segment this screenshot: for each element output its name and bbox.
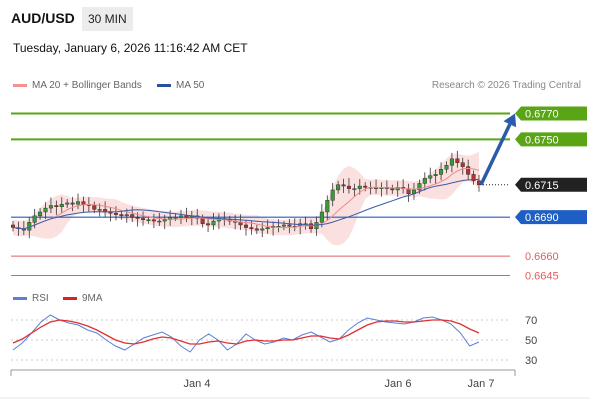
candle-body: [471, 174, 476, 182]
candle-body: [444, 165, 449, 170]
ma50-swatch: [157, 83, 171, 87]
candle-body: [211, 220, 216, 226]
rsi-line: [12, 314, 480, 353]
candle-body: [195, 215, 200, 219]
ma50-label: MA 50: [176, 80, 205, 91]
candle-body: [330, 189, 335, 201]
candle-body: [97, 209, 102, 211]
candle-body: [70, 202, 75, 205]
candle-body: [466, 166, 471, 175]
level-tag-3: [515, 210, 587, 225]
level-label-3: 0.6690: [525, 212, 559, 224]
candle-body: [265, 227, 270, 230]
rsi-swatch: [13, 296, 27, 300]
rsi-label: RSI: [32, 293, 49, 304]
candle-body: [184, 215, 189, 218]
candle-body: [119, 214, 124, 217]
9ma-label: 9MA: [82, 293, 103, 304]
candle-body: [281, 224, 286, 227]
candle-body: [92, 205, 97, 210]
ma20-swatch: [13, 83, 27, 87]
candle-body: [439, 168, 444, 175]
candle-body: [319, 211, 324, 223]
x-tick-label: Jan 4: [184, 378, 211, 390]
candle-body: [81, 201, 86, 205]
rsi-tick-50: 50: [525, 335, 537, 347]
candle-body: [363, 185, 368, 188]
x-tick-label: Jan 6: [385, 378, 412, 390]
timeframe-button[interactable]: 30 MIN: [82, 7, 133, 31]
legend-9ma: 9MA: [63, 293, 103, 304]
candle-body: [287, 224, 292, 227]
candle-body: [151, 219, 156, 222]
candle-body: [260, 228, 265, 231]
ma50-line: [12, 178, 480, 230]
candle-body: [449, 158, 454, 166]
candle-body: [390, 188, 395, 191]
9ma-swatch: [63, 296, 77, 300]
candle-body: [455, 158, 460, 163]
candle-body: [460, 162, 465, 167]
candle-body: [200, 218, 205, 224]
level-label-0: 0.6770: [525, 108, 559, 120]
level-tag-1: [515, 132, 587, 147]
candle-body: [243, 224, 248, 228]
rsi-tick-30: 30: [525, 355, 537, 367]
candle-body: [10, 224, 15, 228]
candle-body: [135, 216, 140, 219]
candle-body: [336, 184, 341, 191]
candle-body: [357, 185, 362, 189]
forecast-arrow-shaft: [479, 123, 512, 186]
forecast-arrow-head: [503, 113, 517, 128]
candle-body: [422, 178, 427, 184]
rsi-ma-line: [12, 319, 480, 345]
symbol-title: AUD/USD: [11, 10, 75, 26]
candle-body: [341, 184, 346, 187]
candle-body: [130, 214, 135, 218]
candle-body: [54, 205, 59, 208]
candle-body: [428, 175, 433, 179]
rsi-tick-70: 70: [525, 315, 537, 327]
legend-rsi: RSI: [13, 293, 49, 304]
legend-ma20: MA 20 + Bollinger Bands: [13, 80, 142, 91]
candle-body: [76, 201, 81, 205]
candle-body: [417, 183, 422, 191]
candle-body: [48, 205, 53, 209]
ma20-line: [12, 167, 480, 230]
candle-body: [65, 202, 70, 205]
candle-body: [254, 228, 259, 231]
candle-body: [124, 214, 129, 217]
candle-body: [206, 223, 211, 226]
level-label-2: 0.6715: [525, 180, 559, 192]
level-label-1: 0.6750: [525, 134, 559, 146]
candle-body: [113, 213, 118, 215]
candle-body: [38, 211, 43, 217]
candle-body: [141, 218, 146, 220]
ma20-label: MA 20 + Bollinger Bands: [32, 80, 142, 91]
source-credit: Research © 2026 Trading Central: [431, 80, 581, 91]
level-tag-2: [515, 177, 587, 192]
candle-body: [32, 215, 37, 223]
level-tag-0: [515, 106, 587, 121]
level-label-5: 0.6645: [525, 271, 559, 283]
candle-body: [238, 222, 243, 226]
candle-body: [325, 200, 330, 213]
candle-body: [157, 220, 162, 223]
candle-body: [59, 204, 64, 207]
candle-body: [433, 174, 438, 176]
candle-body: [249, 227, 254, 230]
datetime-label: Tuesday, January 6, 2026 11:16:42 AM CET: [13, 41, 248, 55]
header-bar: AUD/USD 30 MIN: [0, 0, 590, 38]
candle-body: [346, 185, 351, 189]
candle-body: [173, 216, 178, 219]
candle-body: [146, 219, 151, 221]
candle-body: [352, 188, 357, 190]
candle-body: [178, 215, 183, 218]
x-tick-label: Jan 7: [468, 378, 495, 390]
candle-body: [162, 219, 167, 222]
candle-body: [43, 207, 48, 213]
level-label-4: 0.6660: [525, 251, 559, 263]
legend-ma50: MA 50: [157, 80, 204, 91]
